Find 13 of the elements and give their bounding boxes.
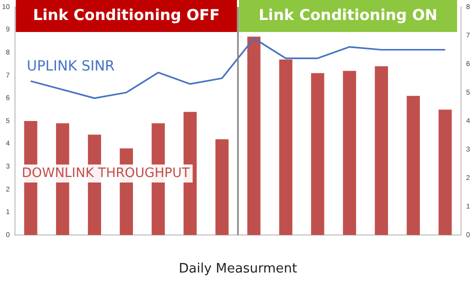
bar	[311, 73, 324, 235]
annotation: Link Conditioning OFF	[32, 6, 220, 24]
annotation: Link Conditioning ON	[258, 6, 438, 24]
bar	[342, 70, 356, 235]
bar	[438, 110, 452, 235]
bar	[406, 96, 420, 235]
bar	[279, 59, 292, 235]
bar	[247, 36, 260, 235]
series-label: UPLINK SINR	[26, 58, 115, 75]
bar	[215, 139, 229, 235]
bar	[374, 66, 388, 235]
series-label: DOWNLINK THROUGHPUT	[22, 166, 190, 181]
x-axis-title: Daily Measurment	[178, 262, 298, 277]
